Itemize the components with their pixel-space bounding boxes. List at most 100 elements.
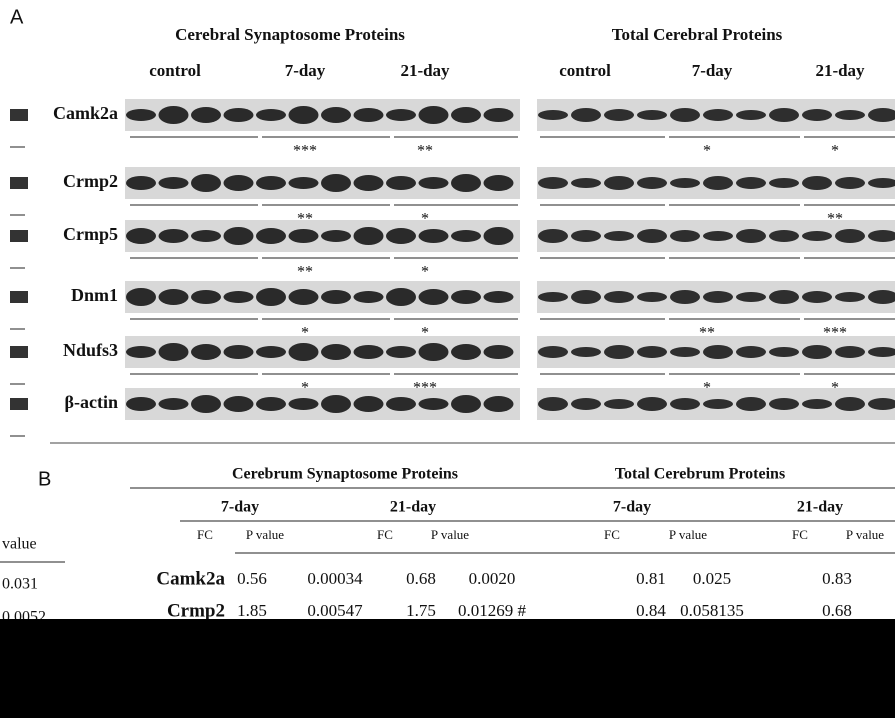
table-title: Cerebrum Synaptosome Proteins [232, 466, 458, 483]
band [484, 291, 514, 303]
col-header: FC [377, 527, 393, 542]
band [451, 395, 481, 413]
group-label: 7-day [692, 61, 733, 80]
band [703, 291, 733, 303]
band [159, 106, 189, 124]
band [637, 346, 667, 358]
band [126, 109, 156, 121]
band [835, 346, 865, 358]
band [670, 178, 700, 188]
band [224, 396, 254, 412]
band [191, 174, 221, 192]
protein-name: Ndufs3 [63, 340, 118, 360]
section-title: Total Cerebral Proteins [612, 25, 783, 44]
section-title: Cerebral Synaptosome Proteins [175, 25, 405, 44]
band [386, 346, 416, 358]
band [126, 288, 156, 306]
significance: *** [293, 143, 317, 160]
band [571, 290, 601, 304]
panel-label: A [10, 6, 24, 28]
band [289, 177, 319, 189]
cell: 0.0020 [469, 569, 516, 588]
band [736, 229, 766, 243]
band [451, 107, 481, 123]
band [191, 395, 221, 413]
band [419, 289, 449, 305]
band [835, 397, 865, 411]
band [538, 292, 568, 302]
band [637, 110, 667, 120]
band [289, 229, 319, 243]
band [159, 229, 189, 243]
band [484, 175, 514, 191]
band [604, 345, 634, 359]
band [637, 397, 667, 411]
band [538, 177, 568, 189]
figure: A Cerebral Synaptosome Proteins Total Ce… [0, 0, 895, 718]
band [451, 344, 481, 360]
edge-band [10, 177, 28, 189]
protein-name: Crmp5 [63, 224, 118, 244]
band [604, 399, 634, 409]
band [126, 397, 156, 411]
band [256, 228, 286, 244]
band [451, 174, 481, 192]
band [256, 397, 286, 411]
band [354, 227, 384, 245]
band [354, 291, 384, 303]
col-header: P value [669, 527, 707, 542]
band [538, 397, 568, 411]
cell: 0.00034 [307, 569, 363, 588]
band [321, 230, 351, 242]
band [224, 291, 254, 303]
band [419, 398, 449, 410]
cell: 0.56 [237, 569, 267, 588]
band [802, 291, 832, 303]
table-title: Total Cerebrum Proteins [615, 466, 785, 483]
band [419, 177, 449, 189]
band [736, 397, 766, 411]
band [571, 398, 601, 410]
band [670, 230, 700, 242]
band [224, 175, 254, 191]
band [835, 229, 865, 243]
cell: 0.68 [406, 569, 436, 588]
period: 21-day [390, 499, 436, 516]
group-label: 7-day [285, 61, 326, 80]
band [670, 398, 700, 410]
period: 21-day [797, 499, 843, 516]
band [769, 347, 799, 357]
band [604, 109, 634, 121]
band [484, 227, 514, 245]
band [224, 345, 254, 359]
group-label: 21-day [400, 61, 450, 80]
band [484, 345, 514, 359]
band [802, 176, 832, 190]
band [670, 108, 700, 122]
cell: 0.058135 [680, 601, 744, 620]
band [703, 399, 733, 409]
band [769, 398, 799, 410]
band [769, 230, 799, 242]
band [419, 229, 449, 243]
band [354, 175, 384, 191]
band [637, 177, 667, 189]
band [637, 229, 667, 243]
band [484, 108, 514, 122]
band [736, 177, 766, 189]
band [419, 343, 449, 361]
band [386, 397, 416, 411]
band [191, 290, 221, 304]
band [571, 108, 601, 122]
cell: 0.00547 [307, 601, 363, 620]
cell: 1.75 [406, 601, 436, 620]
row-name: Crmp2 [167, 600, 225, 621]
band [354, 345, 384, 359]
band [256, 346, 286, 358]
panel-label: B [38, 468, 51, 490]
band [224, 108, 254, 122]
band [289, 289, 319, 305]
protein-name: Dnm1 [71, 285, 118, 305]
band [703, 345, 733, 359]
